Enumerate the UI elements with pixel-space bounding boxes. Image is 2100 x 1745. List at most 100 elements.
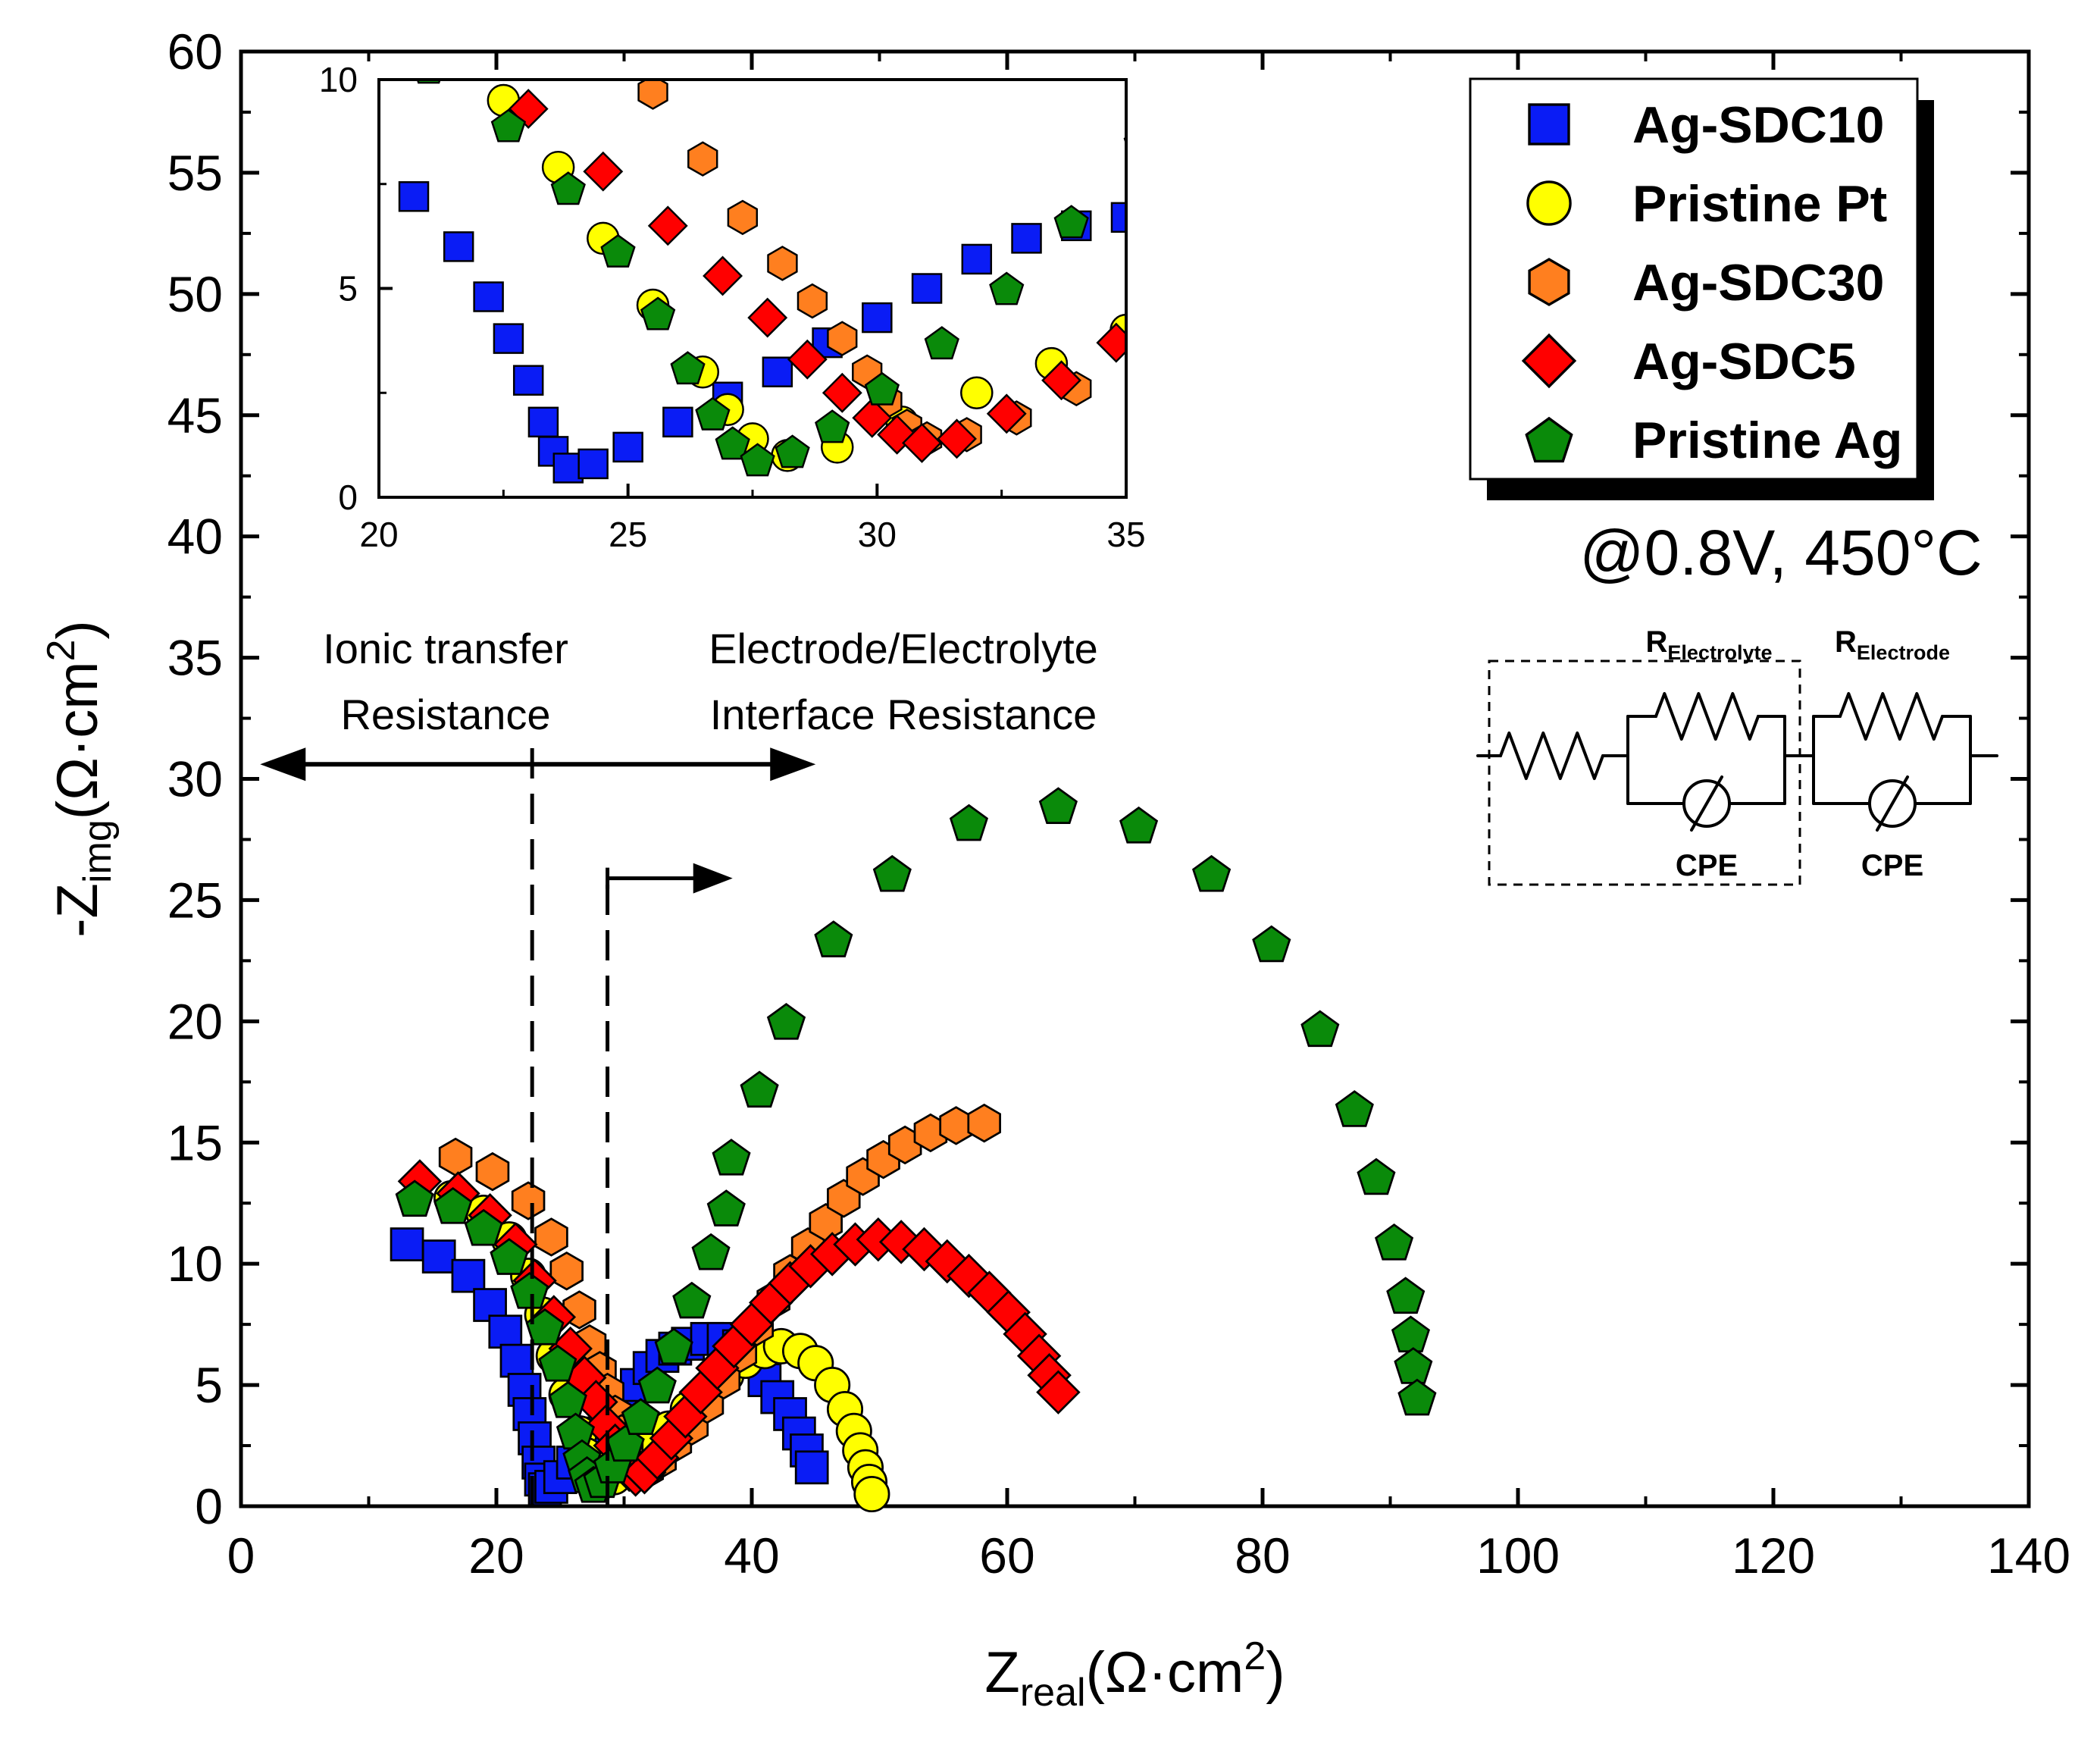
inset-data-point-ag-sdc5 (703, 255, 743, 296)
y-tick-label: 10 (167, 1236, 223, 1292)
inset-data-point-ag-sdc10 (762, 356, 793, 387)
data-point-ag-sdc10 (390, 1227, 424, 1261)
inset-data-point-ag-sdc10 (1110, 202, 1126, 233)
inset-data-point-ag-sdc5 (508, 89, 549, 130)
inset-data-point-ag-sdc10 (527, 406, 559, 438)
inset-data-point-ag-sdc10 (493, 323, 524, 354)
data-point-pristine-ag (621, 1398, 661, 1435)
x-axis-title-unit: (Ω·cm (1086, 1640, 1244, 1705)
annotation-left-line1: Ionic transfer (323, 625, 568, 672)
inset-data-point-ag-sdc5 (852, 397, 893, 438)
annotation-right-line2: Interface Resistance (710, 691, 1097, 738)
y-tick-label: 0 (195, 1478, 223, 1534)
condition-label-group: @0.8V, 450°C (1579, 517, 1982, 588)
x-tick-label: 120 (1732, 1527, 1815, 1584)
inset-data-point-ag-sdc5 (787, 339, 828, 380)
circuit-label-electrolyte: RElectrolyte (1646, 625, 1773, 664)
data-point-ag-sdc10 (499, 1343, 534, 1378)
y-tick-label: 30 (167, 751, 223, 807)
annotation-right-line1: Electrode/Electrolyte (709, 625, 1098, 672)
data-point-ag-sdc30 (549, 1252, 584, 1291)
legend-marker-ag-sdc30 (1528, 258, 1570, 306)
x-axis-title-close: ) (1266, 1640, 1285, 1705)
data-point-pristine-ag (433, 1187, 473, 1224)
y-tick-label: 5 (195, 1357, 223, 1413)
condition-label: @0.8V, 450°C (1579, 517, 1982, 588)
circuit-dashed-box (1488, 659, 1801, 886)
x-axis-title-sub: real (1020, 1671, 1086, 1715)
y-axis-title-sup: 2 (39, 640, 83, 662)
inset-data-point-pristine-ag (640, 296, 676, 331)
data-point-pristine-ag (1252, 925, 1291, 963)
y-tick-label: 40 (167, 509, 223, 565)
legend-marker-ag-sdc10 (1528, 103, 1570, 146)
data-point-ag-sdc30 (939, 1106, 973, 1145)
y-axis-title-close: ) (45, 620, 110, 639)
inset-data-point-ag-sdc30 (637, 80, 668, 110)
y-axis-title-sub: img (76, 819, 120, 883)
data-point-ag-sdc30 (438, 1137, 473, 1177)
x-tick-label: 100 (1476, 1527, 1560, 1584)
y-tick-label: 50 (167, 266, 223, 322)
inset-data-point-ag-sdc10 (398, 181, 430, 212)
inset-x-tick-label: 20 (359, 515, 398, 554)
cpe-label-2: CPE (1861, 849, 1923, 882)
data-point-pristine-ag (1397, 1378, 1437, 1416)
data-point-ag-sdc10 (451, 1258, 486, 1293)
inset-data-point-ag-sdc30 (1125, 350, 1126, 369)
inset-data-point-pristine-ag (1053, 205, 1089, 239)
legend: Ag-SDC10 Pristine Pt Ag-SDC30 Ag-SDC5 Pristi… (1469, 77, 1934, 500)
x-tick-label: 0 (227, 1527, 255, 1584)
inset-data-point-pristine-ag (670, 351, 706, 385)
resistor-series (1499, 732, 1604, 780)
legend-label-ag-sdc10: Ag-SDC10 (1632, 96, 1885, 154)
legend-label-ag-sdc5: Ag-SDC5 (1632, 333, 1856, 390)
circuit-label-electrode-sub: Electrode (1857, 641, 1950, 664)
x-tick-label: 60 (979, 1527, 1034, 1584)
data-point-ag-sdc5 (1036, 1370, 1081, 1414)
inset-data-point-ag-sdc10 (443, 231, 474, 262)
inset-data-point-ag-sdc5 (877, 414, 918, 455)
legend-label-ag-sdc30: Ag-SDC30 (1632, 254, 1885, 312)
data-point-pristine-pt (853, 1475, 890, 1513)
x-axis-title: Zreal(Ω·cm2) (984, 1634, 1285, 1715)
x-axis-title-sup: 2 (1244, 1634, 1266, 1678)
inset-data-point-ag-sdc10 (612, 431, 643, 463)
main-axes: 0 20 40 60 80 100 120 1400510152025303540455055… (39, 23, 2070, 1715)
inset-data-point-pristine-ag (490, 108, 527, 143)
inset-data-point-ag-sdc10 (577, 448, 609, 480)
inset-data-point-pristine-ag (989, 271, 1025, 305)
y-tick-label: 60 (167, 23, 223, 80)
inset-data-point-ag-sdc5 (647, 205, 688, 246)
data-point-pristine-ag (490, 1238, 529, 1275)
data-point-pristine-ag (672, 1281, 712, 1319)
data-point-ag-sdc30 (511, 1181, 546, 1220)
inset-data-point-ag-sdc30 (796, 283, 828, 319)
inset-data-point-ag-sdc30 (687, 141, 718, 177)
circuit-label-electrode-main: R (1835, 625, 1857, 659)
inset-data-point-ag-sdc10 (1011, 223, 1042, 254)
x-axis-title-main: Z (984, 1640, 1019, 1705)
data-point-pristine-ag (1038, 787, 1078, 824)
inset-data-point-ag-sdc10 (473, 281, 504, 312)
circuit-label-electrolyte-sub: Electrolyte (1667, 641, 1772, 664)
cpe-slash-2 (1876, 775, 1909, 832)
x-tick-label: 80 (1235, 1527, 1290, 1584)
data-point-pristine-ag (538, 1344, 577, 1382)
circuit-label-electrode: RElectrode (1835, 625, 1950, 664)
data-point-pristine-ag (691, 1233, 731, 1270)
inset-data-point-ag-sdc5 (822, 372, 862, 413)
inset-data-point-pristine-pt (960, 376, 994, 410)
inset-axes: 20 25 30 35 0 5 10 (319, 60, 1146, 554)
inset-data-point-ag-sdc30 (767, 246, 798, 281)
data-point-pristine-ag (872, 854, 912, 892)
inset-data-point-pristine-ag (864, 371, 900, 406)
x-tick-label: 140 (1987, 1527, 2070, 1584)
inset-data-point-ag-sdc5 (1041, 360, 1081, 401)
legend-label-pristine-ag: Pristine Ag (1632, 412, 1902, 469)
data-point-pristine-ag (706, 1189, 746, 1227)
inset-data-point-ag-sdc10 (512, 365, 544, 396)
y-tick-label: 55 (167, 145, 223, 201)
